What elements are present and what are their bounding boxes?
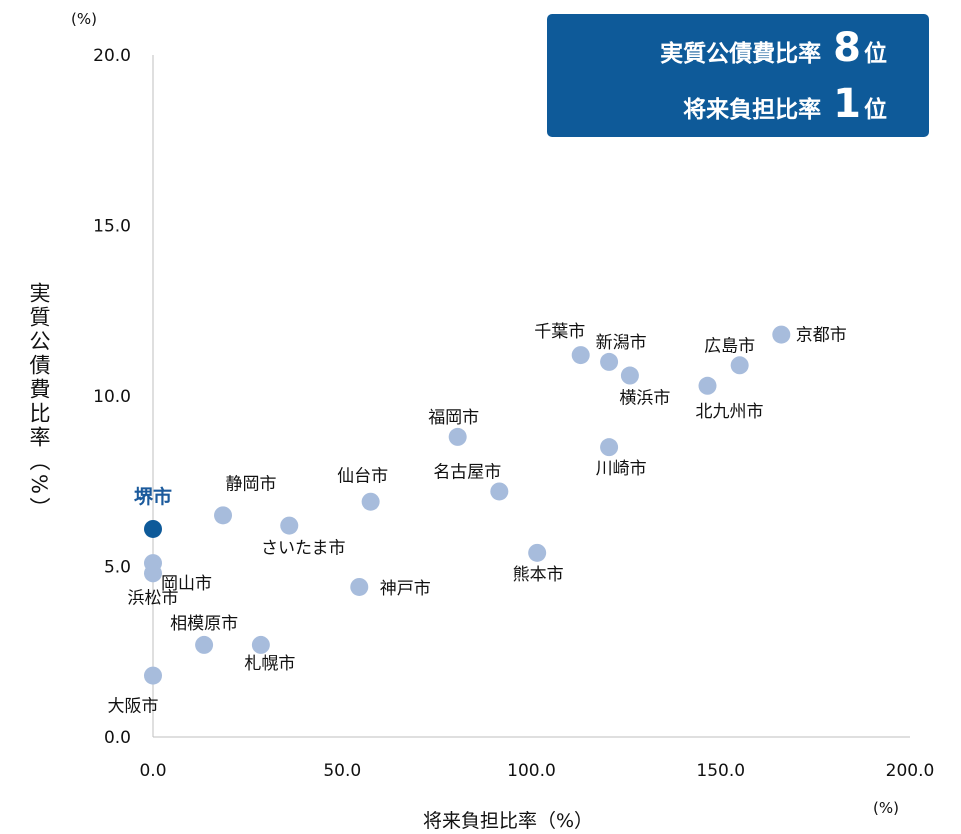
x-tick-label: 0.0 xyxy=(139,761,166,781)
point-label: 札幌市 xyxy=(244,654,295,674)
point-label: 川崎市 xyxy=(596,459,647,479)
points xyxy=(144,326,790,685)
y-tick-label: 20.0 xyxy=(93,46,131,66)
x-tick-label: 50.0 xyxy=(323,761,361,781)
point-label: 静岡市 xyxy=(226,474,277,494)
x-tick-label: 100.0 xyxy=(507,761,556,781)
data-point xyxy=(144,667,162,685)
y-tick-label: 0.0 xyxy=(104,728,131,748)
badge-line1-text: 実質公債費比率 xyxy=(660,41,821,67)
ranking-badge: 実質公債費比率 8 位 将来負担比率 1 位 xyxy=(547,14,929,137)
point-label: 広島市 xyxy=(704,336,755,356)
data-point xyxy=(214,506,232,524)
point-label: 大阪市 xyxy=(108,697,159,717)
data-point xyxy=(699,377,717,395)
data-point xyxy=(621,367,639,385)
data-point xyxy=(252,636,270,654)
y-tick-label: 5.0 xyxy=(104,558,131,578)
badge-line2-suffix: 位 xyxy=(864,97,887,123)
highlight-point xyxy=(144,520,162,538)
data-point xyxy=(350,578,368,596)
y-tick-label: 10.0 xyxy=(93,387,131,407)
y-tick-label: 15.0 xyxy=(93,217,131,237)
point-label: 相模原市 xyxy=(170,614,238,634)
data-point xyxy=(362,493,380,511)
data-point xyxy=(528,544,546,562)
point-label: 新潟市 xyxy=(596,333,647,353)
data-point xyxy=(490,482,508,500)
point-label: 福岡市 xyxy=(428,408,479,428)
data-point xyxy=(572,346,590,364)
point-label: さいたま市 xyxy=(261,539,346,559)
point-label: 浜松市 xyxy=(128,588,179,608)
data-point xyxy=(731,356,749,374)
data-point xyxy=(280,517,298,535)
badge-row-2: 将来負担比率 1 位 xyxy=(683,84,887,124)
y-unit-label: (%) xyxy=(71,10,97,28)
data-point xyxy=(449,428,467,446)
highlight-point-label: 堺市 xyxy=(134,485,172,508)
point-label: 仙台市 xyxy=(337,467,388,487)
y-axis-label: 実質公債費比率（%） xyxy=(18,282,54,521)
data-point xyxy=(144,564,162,582)
badge-row-1: 実質公債費比率 8 位 xyxy=(660,28,887,68)
badge-line2-rank: 1 xyxy=(833,81,861,127)
data-point xyxy=(772,326,790,344)
badge-line1-suffix: 位 xyxy=(864,41,887,67)
x-axis-label: 将来負担比率（%） xyxy=(423,810,593,832)
point-label: 熊本市 xyxy=(513,565,564,585)
x-tick-label: 200.0 xyxy=(886,761,935,781)
point-label: 千葉市 xyxy=(534,322,585,342)
data-point xyxy=(195,636,213,654)
badge-line2-text: 将来負担比率 xyxy=(683,97,821,123)
point-label: 神戸市 xyxy=(380,579,431,599)
data-point xyxy=(600,353,618,371)
point-label: 名古屋市 xyxy=(433,462,501,482)
point-label: 京都市 xyxy=(796,326,847,346)
point-label: 横浜市 xyxy=(619,389,670,409)
data-point xyxy=(600,438,618,456)
badge-line1-rank: 8 xyxy=(833,25,861,71)
point-label: 北九州市 xyxy=(696,402,764,422)
x-unit-label: (%) xyxy=(873,799,899,817)
x-tick-label: 150.0 xyxy=(696,761,745,781)
